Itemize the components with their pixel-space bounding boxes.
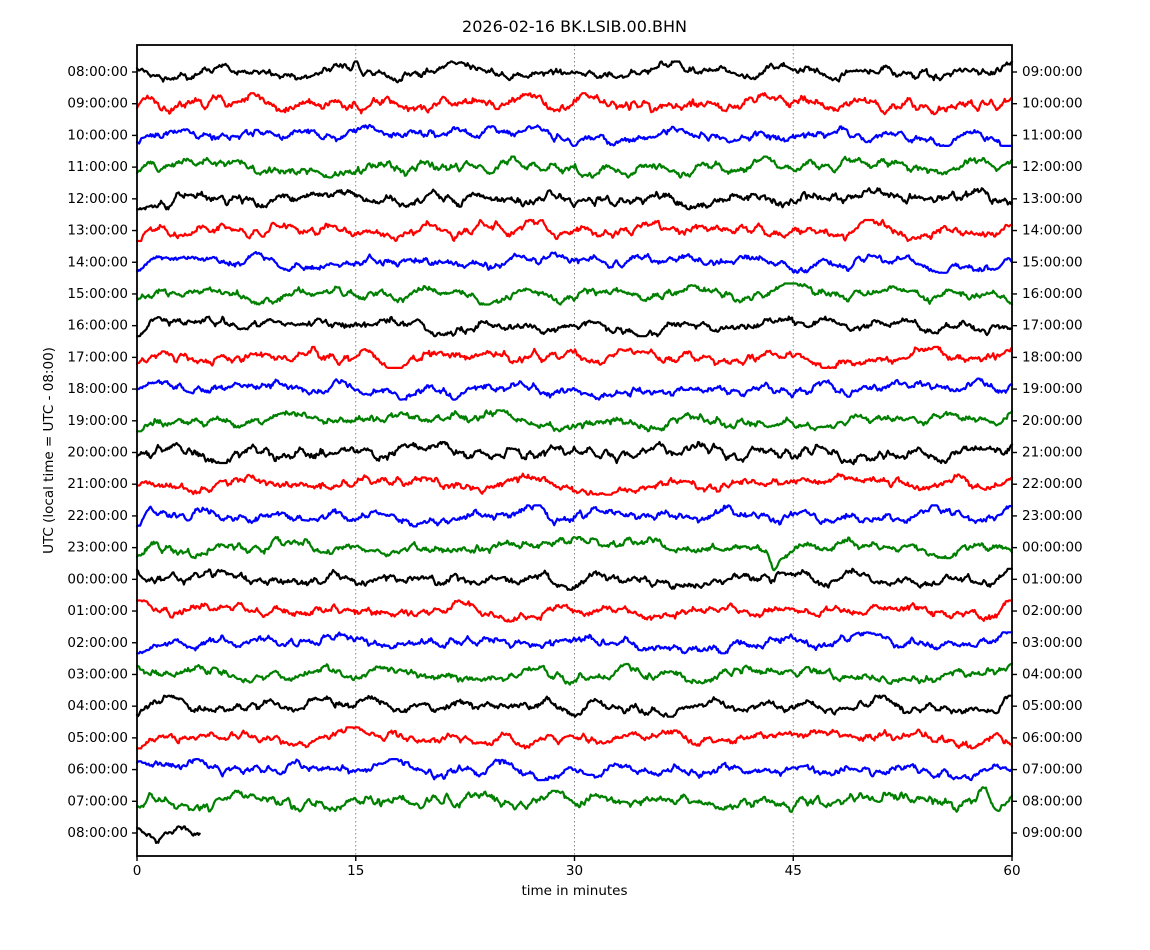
right-time-label: 05:00:00: [1022, 698, 1083, 714]
right-time-label: 04:00:00: [1022, 666, 1083, 682]
trace-row: [135, 757, 1014, 782]
left-time-label: 15:00:00: [67, 286, 128, 302]
right-time-label: 02:00:00: [1022, 603, 1083, 619]
right-time-label: 07:00:00: [1022, 762, 1083, 778]
left-time-label: 03:00:00: [67, 666, 128, 682]
x-tick-label: 60: [1003, 863, 1020, 879]
left-time-label: 14:00:00: [67, 254, 128, 270]
trace-row: [135, 440, 1014, 466]
trace-row: [135, 825, 201, 845]
trace-row: [135, 726, 1014, 750]
trace-row: [135, 409, 1014, 433]
left-time-label: 02:00:00: [67, 635, 128, 651]
left-time-label: 08:00:00: [67, 825, 128, 841]
left-time-label: 06:00:00: [67, 762, 128, 778]
trace-row: [135, 377, 1014, 401]
trace-row: [135, 599, 1014, 623]
right-time-label: 19:00:00: [1022, 381, 1083, 397]
right-time-label: 15:00:00: [1022, 254, 1083, 270]
left-time-label: 04:00:00: [67, 698, 128, 714]
trace-row: [135, 472, 1014, 496]
right-time-label: 17:00:00: [1022, 318, 1083, 334]
left-time-label: 00:00:00: [67, 571, 128, 587]
trace-row: [135, 123, 1014, 147]
right-time-label: 22:00:00: [1022, 476, 1083, 492]
trace-row: [135, 282, 1014, 306]
left-time-label: 05:00:00: [67, 730, 128, 746]
x-tick-label: 45: [785, 863, 802, 879]
right-time-label: 16:00:00: [1022, 286, 1083, 302]
right-time-label: 01:00:00: [1022, 571, 1083, 587]
left-time-label: 20:00:00: [67, 445, 128, 461]
label-layer: 2026-02-16 BK.LSIB.00.BHN time in minute…: [41, 17, 1083, 899]
right-time-label: 09:00:00: [1022, 64, 1083, 80]
trace-row: [135, 631, 1014, 655]
right-time-label: 12:00:00: [1022, 159, 1083, 175]
left-time-label: 22:00:00: [67, 508, 128, 524]
trace-row: [135, 567, 1014, 591]
trace-row: [135, 786, 1014, 813]
trace-row: [135, 187, 1014, 211]
right-time-label: 23:00:00: [1022, 508, 1083, 524]
left-time-label: 21:00:00: [67, 476, 128, 492]
left-time-label: 13:00:00: [67, 223, 128, 239]
trace-row: [135, 250, 1014, 274]
trace-row: [135, 92, 1014, 116]
right-time-label: 09:00:00: [1022, 825, 1083, 841]
x-axis-label: time in minutes: [521, 883, 627, 899]
x-tick-label: 0: [133, 863, 142, 879]
right-time-label: 18:00:00: [1022, 349, 1083, 365]
right-time-label: 11:00:00: [1022, 127, 1083, 143]
right-time-label: 00:00:00: [1022, 540, 1083, 556]
chart-title: 2026-02-16 BK.LSIB.00.BHN: [462, 17, 687, 36]
trace-row: [135, 694, 1014, 718]
trace-row: [135, 345, 1014, 369]
left-time-label: 19:00:00: [67, 413, 128, 429]
left-time-label: 01:00:00: [67, 603, 128, 619]
left-time-label: 12:00:00: [67, 191, 128, 207]
left-time-label: 23:00:00: [67, 540, 128, 556]
x-tick-label: 15: [347, 863, 364, 879]
trace-row: [135, 535, 1014, 572]
right-time-label: 14:00:00: [1022, 223, 1083, 239]
left-time-label: 08:00:00: [67, 64, 128, 80]
right-time-label: 06:00:00: [1022, 730, 1083, 746]
right-time-label: 20:00:00: [1022, 413, 1083, 429]
right-time-label: 21:00:00: [1022, 445, 1083, 461]
x-tick-label: 30: [566, 863, 583, 879]
left-time-label: 09:00:00: [67, 96, 128, 112]
right-time-label: 08:00:00: [1022, 793, 1083, 809]
left-time-label: 11:00:00: [67, 159, 128, 175]
right-time-label: 13:00:00: [1022, 191, 1083, 207]
trace-row: [135, 155, 1014, 179]
trace-row: [135, 662, 1014, 686]
left-time-label: 07:00:00: [67, 793, 128, 809]
axis-layer: [132, 44, 1017, 861]
right-time-label: 03:00:00: [1022, 635, 1083, 651]
trace-row: [135, 60, 1014, 84]
trace-layer: [135, 60, 1014, 845]
left-time-label: 10:00:00: [67, 127, 128, 143]
left-time-label: 17:00:00: [67, 349, 128, 365]
right-time-label: 10:00:00: [1022, 96, 1083, 112]
trace-row: [135, 504, 1014, 528]
left-time-label: 18:00:00: [67, 381, 128, 397]
trace-row: [135, 218, 1014, 243]
y-axis-label: UTC (local time = UTC - 08:00): [41, 347, 57, 554]
trace-row: [135, 315, 1014, 338]
left-time-label: 16:00:00: [67, 318, 128, 334]
